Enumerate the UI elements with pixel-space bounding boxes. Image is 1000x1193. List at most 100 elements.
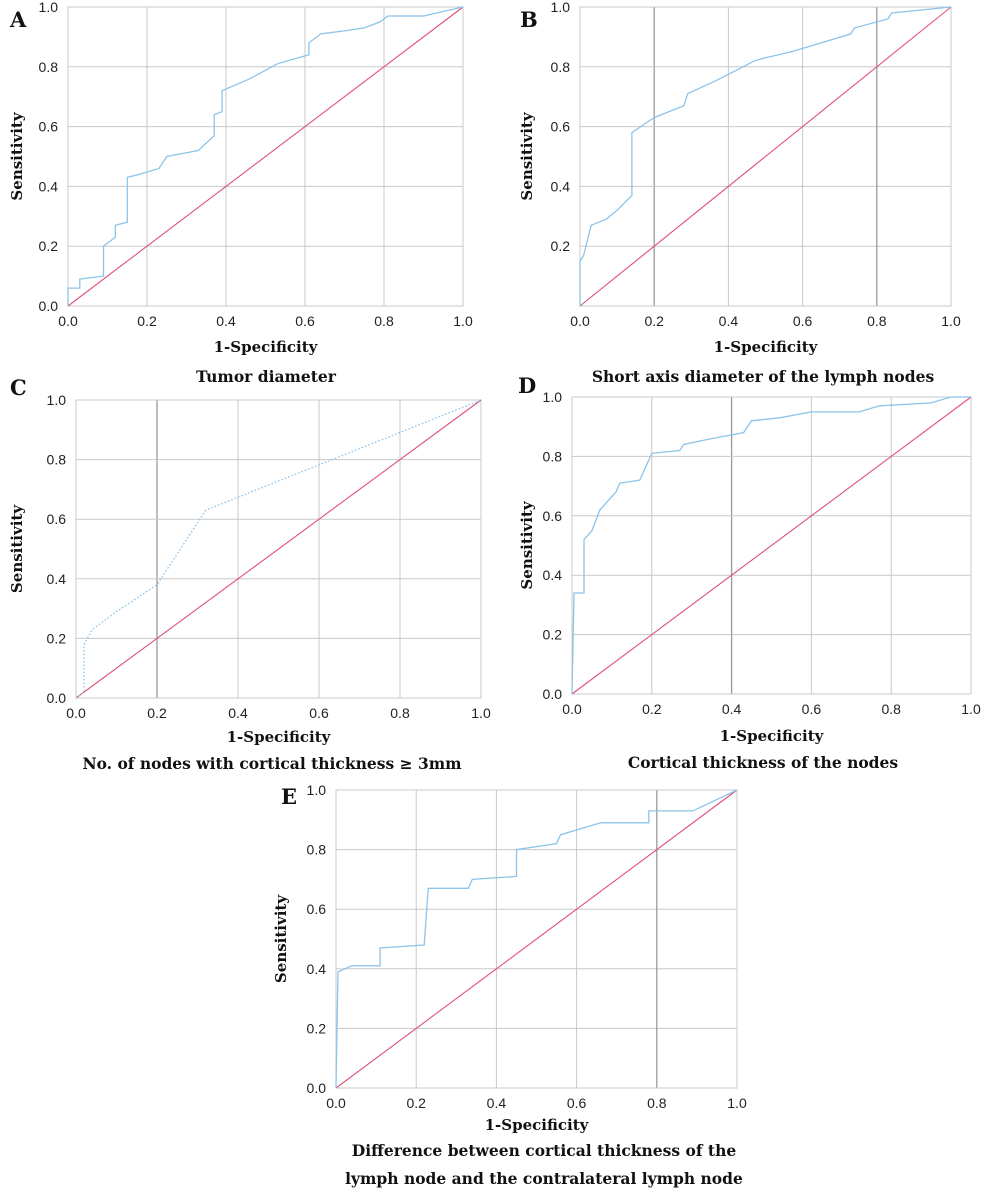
x-tick-label: 0.0 [570, 313, 590, 329]
y-tick-label: 0.0 [39, 298, 59, 314]
y-tick-label: 0.0 [307, 1080, 327, 1096]
x-tick-label: 1.0 [961, 701, 981, 717]
x-axis-title: 1-Specificity [714, 338, 819, 356]
roc-panel-c: 0.0 0.2 0.4 0.6 0.8 1.0 0.0 0.2 0.4 0.6 0.8 1.0 1-Sp… [8, 375, 491, 773]
y-tick-label: 0.6 [47, 511, 67, 527]
plot-frame [335, 789, 738, 1089]
panel-letter: E [281, 784, 297, 809]
y-tick-label: 1.0 [551, 0, 571, 15]
reference-diagonal-line [335, 789, 738, 1089]
panel-caption: lymph node and the contralateral lymph n… [345, 1169, 743, 1188]
y-tick-label: 0.8 [543, 448, 563, 464]
y-tick-label: 1.0 [543, 389, 563, 405]
x-tick-label: 0.6 [309, 705, 329, 721]
y-tick-label: 0.4 [551, 178, 571, 194]
reference-diagonal-line [579, 6, 952, 307]
panel-letter: D [518, 373, 536, 398]
y-tick-label: 0.6 [39, 119, 59, 135]
y-tick-label: 0.4 [47, 571, 67, 587]
x-tick-label: 0.6 [802, 701, 822, 717]
y-axis-title: Sensitivity [518, 111, 536, 200]
roc-curve-line [579, 6, 952, 306]
y-tick-label: 0.4 [39, 178, 59, 194]
roc-panel-d: 0.0 0.2 0.4 0.6 0.8 1.0 0.0 0.2 0.4 0.6 0.8 1.0 1-Sp… [518, 373, 981, 772]
x-tick-label: 1.0 [727, 1095, 747, 1111]
x-tick-label: 0.4 [719, 313, 739, 329]
x-tick-label: 0.4 [722, 701, 742, 717]
panel-letter: C [10, 375, 27, 400]
roc-curve-line [335, 789, 738, 1089]
x-tick-label: 0.4 [487, 1095, 507, 1111]
x-tick-label: 1.0 [941, 313, 961, 329]
panel-caption: No. of nodes with cortical thickness ≥ 3… [82, 754, 462, 773]
panel-letter: A [9, 7, 27, 32]
y-axis-title: Sensitivity [518, 500, 536, 589]
reference-diagonal-line [75, 399, 482, 699]
y-tick-label: 0.8 [47, 452, 67, 468]
y-tick-label: 0.6 [551, 119, 571, 135]
x-tick-label: 0.6 [295, 313, 315, 329]
x-tick-label: 0.2 [642, 701, 662, 717]
roc-curve-line [75, 399, 482, 699]
y-tick-label: 0.2 [47, 630, 67, 646]
x-tick-label: 0.8 [867, 313, 887, 329]
y-tick-label: 0.4 [543, 567, 563, 583]
x-tick-label: 1.0 [453, 313, 473, 329]
y-tick-label: 0.2 [543, 627, 563, 643]
x-tick-label: 0.0 [58, 313, 78, 329]
plot-frame [579, 6, 952, 307]
y-tick-label: 0.6 [307, 901, 327, 917]
x-tick-label: 0.6 [567, 1095, 587, 1111]
x-tick-label: 0.0 [562, 701, 582, 717]
y-axis-title: Sensitivity [272, 894, 290, 983]
y-tick-label: 1.0 [307, 782, 327, 798]
x-tick-label: 0.8 [374, 313, 394, 329]
y-tick-label: 0.0 [47, 690, 67, 706]
x-tick-label: 0.2 [137, 313, 157, 329]
x-tick-label: 1.0 [471, 705, 491, 721]
panel-caption: Short axis diameter of the lymph nodes [592, 367, 935, 386]
y-tick-label: 0.0 [543, 686, 563, 702]
y-tick-label: 0.2 [39, 238, 59, 254]
panel-caption: Cortical thickness of the nodes [628, 753, 899, 772]
y-tick-label: 0.8 [307, 842, 327, 858]
x-axis-title: 1-Specificity [214, 338, 319, 356]
y-tick-label: 1.0 [47, 392, 67, 408]
x-tick-label: 0.8 [881, 701, 901, 717]
x-axis-title: 1-Specificity [485, 1116, 590, 1134]
x-axis-title: 1-Specificity [720, 727, 825, 745]
plot-frame [67, 6, 464, 307]
panel-caption: Tumor diameter [196, 367, 337, 386]
y-tick-label: 0.2 [551, 238, 571, 254]
x-axis-title: 1-Specificity [227, 728, 332, 746]
y-tick-label: 0.4 [307, 961, 327, 977]
x-tick-label: 0.2 [406, 1095, 426, 1111]
roc-panel-e: 0.0 0.2 0.4 0.6 0.8 1.0 0.0 0.2 0.4 0.6 0.8 1.0 1-Sp… [272, 782, 747, 1188]
y-tick-label: 0.2 [307, 1020, 327, 1036]
y-tick-label: 1.0 [39, 0, 59, 15]
x-tick-label: 0.2 [644, 313, 664, 329]
reference-diagonal-line [67, 6, 464, 307]
y-tick-label: 0.6 [543, 508, 563, 524]
roc-panel-b: 0.0 0.2 0.4 0.6 0.8 1.0 0.2 0.4 0.6 0.8 1.0 1-Speci… [518, 0, 961, 386]
panel-letter: B [520, 7, 538, 32]
y-axis-title: Sensitivity [8, 504, 26, 593]
y-tick-label: 0.8 [551, 59, 571, 75]
plot-frame [75, 399, 482, 699]
x-tick-label: 0.0 [66, 705, 86, 721]
x-tick-label: 0.8 [647, 1095, 667, 1111]
x-tick-label: 0.8 [390, 705, 410, 721]
y-tick-label: 0.8 [39, 59, 59, 75]
x-tick-label: 0.2 [147, 705, 167, 721]
reference-diagonal-line [571, 396, 972, 695]
roc-curve-line [571, 396, 971, 695]
x-tick-label: 0.6 [793, 313, 813, 329]
x-tick-label: 0.0 [326, 1095, 346, 1111]
roc-panel-a: 0.0 0.2 0.4 0.6 0.8 1.0 0.0 0.2 0.4 0.6 0.8 1.0 1-Sp… [8, 0, 473, 386]
plot-frame [571, 396, 972, 695]
y-axis-title: Sensitivity [8, 111, 26, 200]
x-tick-label: 0.4 [216, 313, 236, 329]
roc-curve-line [67, 6, 464, 306]
panel-caption: Difference between cortical thickness of… [352, 1141, 737, 1160]
